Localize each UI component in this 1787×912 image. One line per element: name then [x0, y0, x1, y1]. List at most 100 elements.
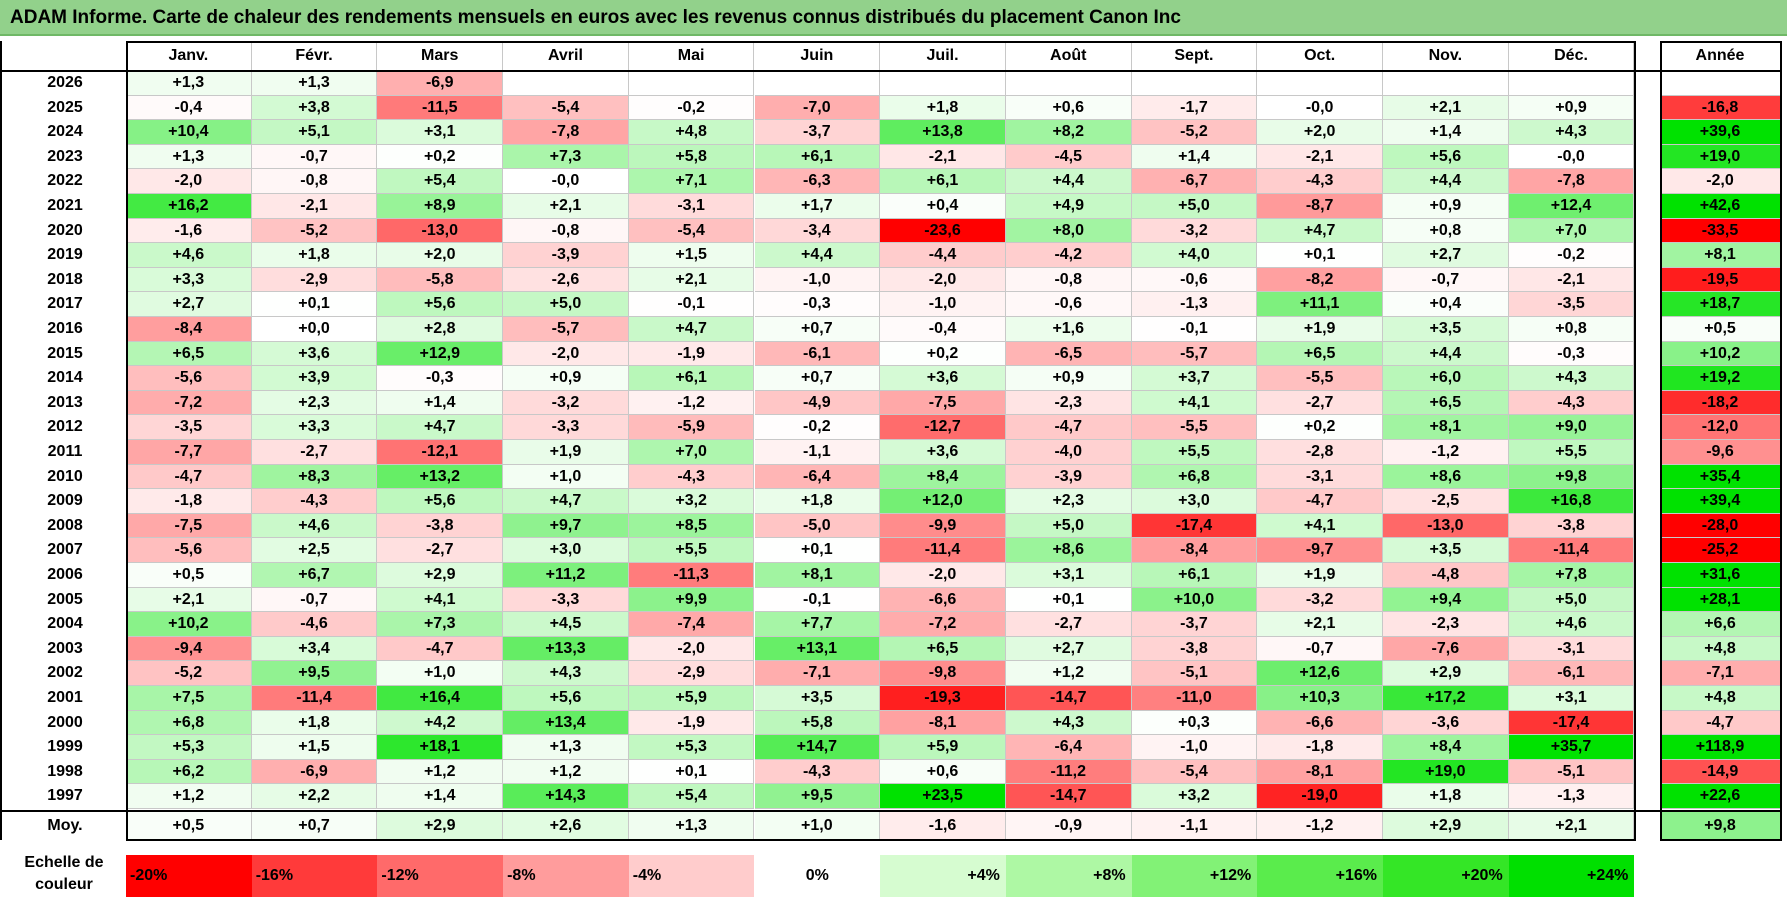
heatmap-cell: -1,2 — [628, 390, 755, 416]
annual-cell: -14,9 — [1660, 759, 1780, 785]
heatmap-cell: +5,0 — [503, 292, 629, 317]
heatmap-cell: +6,1 — [754, 144, 881, 170]
heatmap-cell: -1,7 — [1131, 95, 1258, 121]
average-cell: +2,9 — [377, 811, 504, 840]
scale-swatch: +20% — [1383, 855, 1509, 897]
heatmap-cell: -11,5 — [377, 95, 504, 121]
heatmap-cell: -7,7 — [126, 440, 252, 465]
annual-cell: +10,2 — [1660, 341, 1780, 367]
heatmap-cell: +7,0 — [628, 440, 755, 465]
heatmap-cell: +1,3 — [126, 71, 252, 96]
heatmap-cell: -4,9 — [754, 390, 881, 416]
heatmap-cell: +1,2 — [377, 759, 504, 785]
heatmap-cell: -6,5 — [1005, 341, 1132, 367]
year-label: 2002 — [47, 664, 83, 682]
annual-cell: +19,2 — [1660, 366, 1780, 391]
heatmap-cell: +1,4 — [1383, 120, 1509, 145]
heatmap-cell: +14,3 — [503, 784, 629, 809]
column-header: Mars — [377, 41, 504, 70]
heatmap-cell: -8,4 — [126, 317, 252, 342]
heatmap-cell: +3,2 — [1131, 784, 1258, 809]
heatmap-cell: -3,8 — [1508, 513, 1635, 539]
heatmap-cell: +8,6 — [1005, 538, 1132, 563]
annual-cell: -18,2 — [1660, 390, 1780, 416]
heatmap-cell: +4,3 — [503, 661, 629, 686]
heatmap-cell: -4,3 — [251, 489, 378, 514]
heatmap-cell: +2,9 — [1383, 661, 1509, 686]
year-label: 2013 — [47, 393, 83, 411]
heatmap-cell: +0,2 — [880, 341, 1006, 367]
heatmap-cell: +12,6 — [1257, 661, 1383, 686]
heatmap-cell: -3,1 — [1257, 464, 1383, 490]
heatmap-cell: +0,4 — [880, 194, 1006, 219]
heatmap-cell: +3,3 — [251, 415, 378, 440]
heatmap-cell: -11,4 — [880, 538, 1006, 563]
heatmap-cell: +9,9 — [628, 587, 755, 613]
heatmap-cell: -1,0 — [880, 292, 1006, 317]
heatmap-cell: +5,0 — [1005, 513, 1132, 539]
heatmap-cell: +1,2 — [1005, 661, 1132, 686]
heatmap-cell: +3,5 — [1383, 317, 1509, 342]
heatmap-cell: -19,3 — [880, 686, 1006, 711]
heatmap-cell: +6,2 — [126, 759, 252, 785]
heatmap-cell: +2,9 — [377, 563, 504, 588]
heatmap-cell: -5,4 — [503, 95, 629, 121]
heatmap-cell: +0,6 — [1005, 95, 1132, 121]
annual-cell: -7,1 — [1660, 661, 1780, 686]
heatmap-cell: +4,7 — [377, 415, 504, 440]
annual-cell — [1660, 71, 1780, 96]
year-label: 2026 — [47, 74, 83, 91]
annual-cell: +6,6 — [1660, 612, 1780, 637]
scale-swatch: +8% — [1005, 855, 1132, 897]
scale-swatch: -8% — [503, 855, 629, 897]
scale-swatch: -20% — [126, 855, 252, 897]
heatmap-cell: -1,8 — [126, 489, 252, 514]
heatmap-cell: -1,1 — [754, 440, 881, 465]
heatmap-cell: +2,0 — [1257, 120, 1383, 145]
heatmap-cell: +4,8 — [628, 120, 755, 145]
heatmap-cell: +11,2 — [503, 563, 629, 588]
heatmap-cell: -11,3 — [628, 563, 755, 588]
heatmap-cell: -8,1 — [1257, 759, 1383, 785]
heatmap-cell: -6,9 — [251, 759, 378, 785]
heatmap-cell: -3,2 — [503, 390, 629, 416]
color-scale-label: Echelle de couleur — [24, 854, 104, 893]
heatmap-cell: -0,4 — [126, 95, 252, 121]
heatmap-cell: -2,9 — [628, 661, 755, 686]
heatmap-cell: +35,7 — [1508, 735, 1635, 760]
heatmap-cell: -9,9 — [880, 513, 1006, 539]
heatmap-cell: +7,3 — [503, 144, 629, 170]
heatmap-cell: +2,5 — [251, 538, 378, 563]
heatmap-cell: +8,1 — [1383, 415, 1509, 440]
heatmap-cell: +1,7 — [754, 194, 881, 219]
annual-cell: +39,6 — [1660, 120, 1780, 145]
annual-cell: -25,2 — [1660, 538, 1780, 563]
heatmap-cell: +1,9 — [1257, 317, 1383, 342]
heatmap-cell: +3,7 — [1131, 366, 1258, 391]
heatmap-cell: -3,3 — [503, 415, 629, 440]
year-label: 2025 — [47, 98, 83, 116]
heatmap-cell: -1,9 — [628, 341, 755, 367]
year-label: 2004 — [47, 615, 83, 633]
heatmap-cell: -9,4 — [126, 636, 252, 662]
heatmap-cell: +0,9 — [1005, 366, 1132, 391]
grid-rule — [0, 810, 1782, 812]
heatmap-cell: -5,1 — [1131, 661, 1258, 686]
heatmap-cell: +0,8 — [1508, 317, 1635, 342]
heatmap-cell: +13,8 — [880, 120, 1006, 145]
heatmap-cell: +0,5 — [126, 563, 252, 588]
heatmap-cell: -13,0 — [377, 218, 504, 244]
heatmap-cell: +3,1 — [377, 120, 504, 145]
heatmap-cell: +5,5 — [1131, 440, 1258, 465]
heatmap-cell: -6,1 — [1508, 661, 1635, 686]
heatmap-cell: -14,7 — [1005, 784, 1132, 809]
heatmap-cell: -3,9 — [503, 243, 629, 268]
average-cell: +2,6 — [503, 811, 629, 840]
heatmap-cell: +18,1 — [377, 735, 504, 760]
heatmap-cell: +5,8 — [754, 710, 881, 736]
annual-cell: -4,7 — [1660, 710, 1780, 736]
heatmap-cell: -2,3 — [1005, 390, 1132, 416]
heatmap-cell: +5,9 — [628, 686, 755, 711]
year-column-rule — [0, 41, 2, 840]
heatmap-cell: -6,7 — [1131, 169, 1258, 194]
